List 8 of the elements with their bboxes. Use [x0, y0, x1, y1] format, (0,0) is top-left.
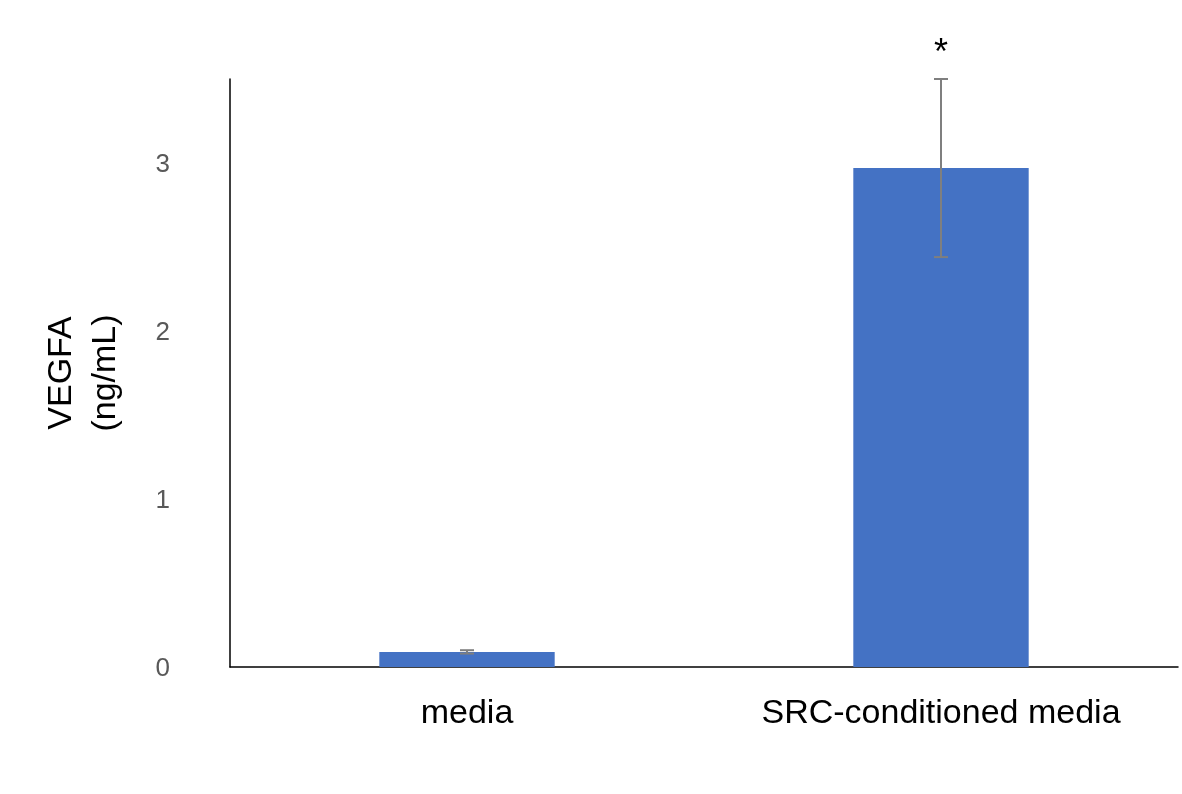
x-tick-label: SRC-conditioned media — [761, 692, 1121, 730]
y-tick-label: 0 — [155, 652, 170, 682]
y-axis-title: VEGFA (ng/mL) — [40, 314, 122, 432]
x-tick-label: media — [420, 692, 514, 730]
y-tick-label: 2 — [155, 316, 170, 346]
y-tick-label: 1 — [155, 484, 170, 514]
y-tick-label: 3 — [155, 148, 170, 178]
annotation: * — [933, 30, 949, 72]
